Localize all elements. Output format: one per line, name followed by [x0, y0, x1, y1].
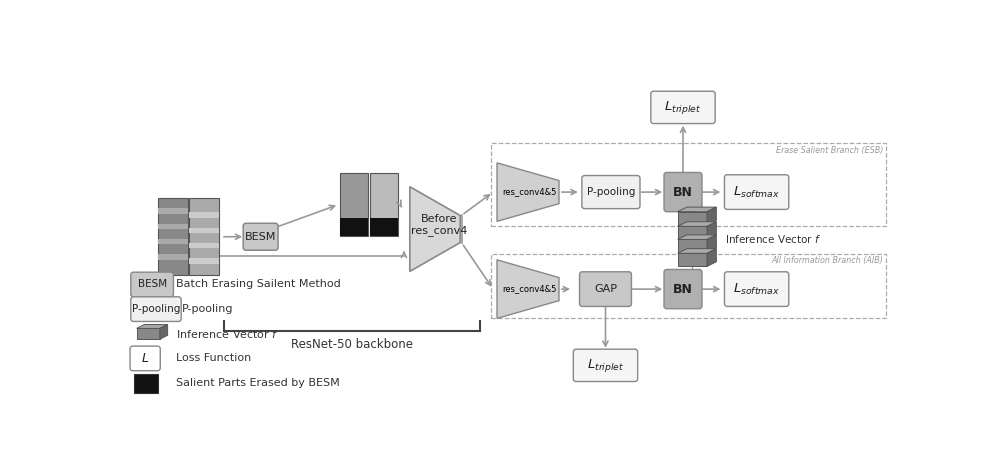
Bar	[678, 212, 707, 225]
Polygon shape	[707, 222, 716, 239]
Text: ResNet-50 backbone: ResNet-50 backbone	[291, 339, 413, 352]
Polygon shape	[707, 249, 716, 266]
Text: BESM: BESM	[245, 232, 276, 242]
FancyBboxPatch shape	[573, 349, 638, 381]
Bar	[137, 328, 160, 339]
Bar	[340, 173, 368, 236]
Bar	[189, 243, 219, 248]
Bar	[158, 198, 188, 275]
FancyBboxPatch shape	[724, 175, 789, 209]
Text: Batch Erasing Sailent Method: Batch Erasing Sailent Method	[176, 279, 341, 290]
Bar	[158, 208, 188, 213]
Polygon shape	[707, 235, 716, 252]
Polygon shape	[497, 163, 559, 221]
FancyBboxPatch shape	[664, 173, 702, 212]
Polygon shape	[678, 222, 716, 226]
Bar	[491, 143, 886, 226]
Bar	[189, 259, 219, 264]
Bar	[189, 198, 219, 275]
Bar	[158, 239, 188, 245]
Polygon shape	[678, 249, 716, 253]
Text: Inference Vector $f$: Inference Vector $f$	[725, 233, 821, 245]
Text: P-pooling: P-pooling	[587, 187, 635, 197]
Text: $L$: $L$	[141, 352, 149, 365]
Text: Erase Salient Branch (ESB): Erase Salient Branch (ESB)	[776, 146, 883, 155]
Text: P-pooling: P-pooling	[182, 304, 234, 314]
Bar	[134, 374, 158, 393]
Text: $L_{softmax}$: $L_{softmax}$	[733, 282, 780, 297]
Bar	[158, 224, 188, 229]
FancyBboxPatch shape	[131, 297, 181, 321]
Polygon shape	[497, 260, 559, 319]
FancyBboxPatch shape	[130, 346, 160, 371]
Polygon shape	[160, 325, 168, 339]
Polygon shape	[410, 187, 460, 272]
Text: $L_{triplet}$: $L_{triplet}$	[664, 99, 702, 116]
FancyBboxPatch shape	[580, 272, 631, 306]
FancyBboxPatch shape	[651, 91, 715, 124]
Text: P-pooling: P-pooling	[132, 304, 180, 314]
Text: GAP: GAP	[594, 284, 617, 294]
Text: BESM: BESM	[138, 279, 167, 290]
Bar	[370, 173, 398, 236]
Polygon shape	[678, 235, 716, 239]
FancyBboxPatch shape	[131, 272, 173, 297]
Text: Loss Function: Loss Function	[176, 353, 251, 364]
Bar	[189, 212, 219, 218]
Polygon shape	[678, 207, 716, 212]
Text: res_conv4&5: res_conv4&5	[502, 187, 557, 197]
Text: BN: BN	[673, 186, 693, 199]
Bar	[678, 239, 707, 252]
Text: BN: BN	[673, 283, 693, 296]
Polygon shape	[707, 207, 716, 225]
Bar	[158, 254, 188, 260]
Bar	[340, 218, 368, 236]
Text: Salient Parts Erased by BESM: Salient Parts Erased by BESM	[176, 378, 340, 388]
Text: All Information Branch (AIB): All Information Branch (AIB)	[771, 256, 883, 265]
Text: res_conv4&5: res_conv4&5	[502, 285, 557, 293]
Bar	[678, 226, 707, 239]
Text: Before
res_conv4: Before res_conv4	[411, 214, 467, 237]
Bar	[491, 254, 886, 318]
FancyBboxPatch shape	[243, 223, 278, 250]
FancyBboxPatch shape	[582, 175, 640, 209]
Bar	[189, 227, 219, 233]
Text: $L_{triplet}$: $L_{triplet}$	[587, 357, 624, 374]
Text: $L_{softmax}$: $L_{softmax}$	[733, 185, 780, 199]
Polygon shape	[137, 325, 168, 328]
Bar	[370, 218, 398, 236]
Bar	[678, 253, 707, 266]
FancyBboxPatch shape	[664, 270, 702, 309]
FancyBboxPatch shape	[724, 272, 789, 306]
Text: Inference Vector $f$: Inference Vector $f$	[176, 328, 279, 340]
